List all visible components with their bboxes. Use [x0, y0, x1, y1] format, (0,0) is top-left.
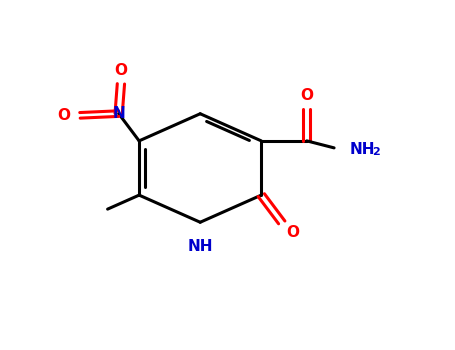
Text: NH: NH: [187, 239, 213, 253]
Text: NH: NH: [350, 142, 375, 157]
Text: O: O: [300, 88, 313, 103]
Text: O: O: [114, 63, 127, 78]
Text: N: N: [112, 106, 125, 121]
Text: O: O: [287, 225, 300, 240]
Text: O: O: [57, 108, 71, 123]
Text: 2: 2: [372, 147, 380, 158]
